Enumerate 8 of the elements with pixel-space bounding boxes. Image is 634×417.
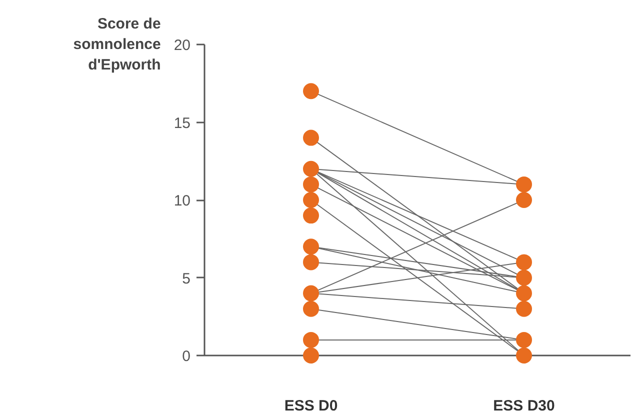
y-tick-label: 0 xyxy=(182,348,190,365)
x-tick-label: ESS D0 xyxy=(284,398,338,414)
y-tick-label: 20 xyxy=(174,37,191,54)
y-tick-label: 5 xyxy=(182,270,190,288)
x-tick-label: ESS D30 xyxy=(493,398,555,414)
y-tick-label: 15 xyxy=(174,114,191,132)
y-tick-label: 10 xyxy=(174,192,191,210)
y-axis-title: Score de somnolence d'Epworth xyxy=(73,16,161,74)
